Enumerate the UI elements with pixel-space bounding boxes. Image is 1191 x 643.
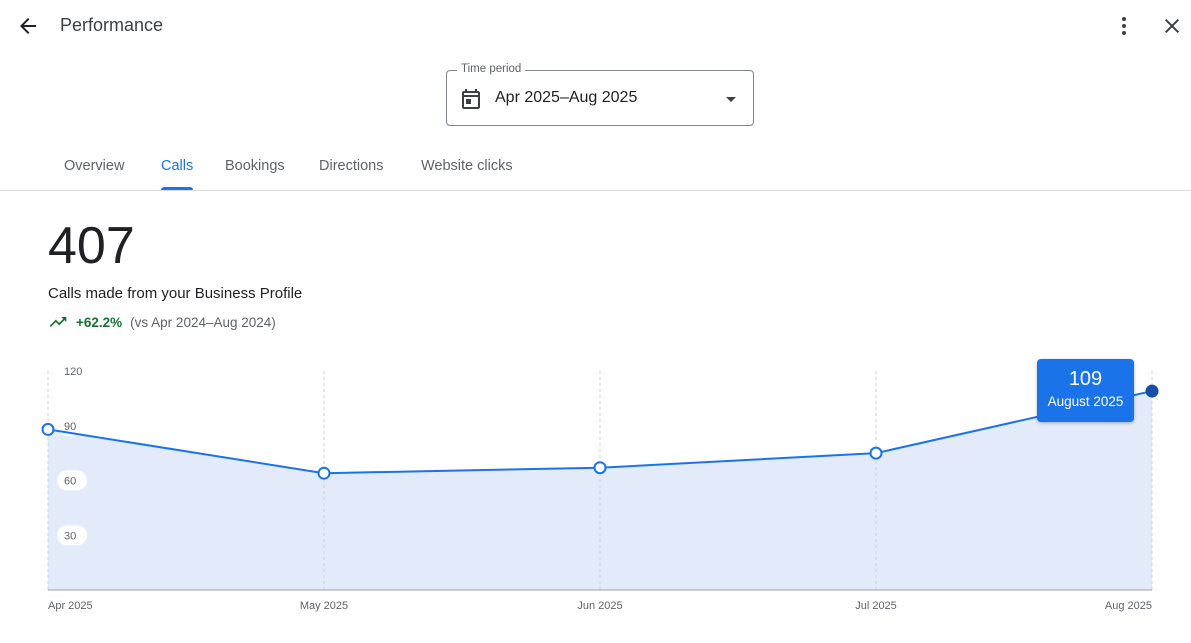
y-tick-background <box>57 470 87 491</box>
x-tick-label: Apr 2025 <box>48 600 93 612</box>
chart-point <box>869 446 883 460</box>
arrow-back-icon <box>20 18 36 34</box>
x-tick-label: Aug 2025 <box>1105 600 1152 612</box>
top-bar: Performance <box>0 0 1191 52</box>
time-period-label: Time period <box>457 63 526 75</box>
metric-description: Calls made from your Business Profile <box>48 285 303 302</box>
back-button[interactable] <box>10 8 46 44</box>
close-icon <box>1165 19 1179 33</box>
calendar-icon <box>462 89 480 109</box>
tooltip-value: 109 <box>1068 368 1103 390</box>
y-tick-label: 120 <box>64 366 82 378</box>
y-tick-background <box>57 525 87 546</box>
y-tick-background <box>57 415 87 436</box>
tab-website-clicks[interactable]: Website clicks <box>421 158 513 174</box>
calls-chart: 120 90 60 30 Apr 2025 May 2025 Jun 2025 Jul 202… <box>41 361 1159 612</box>
chart-point <box>41 422 55 436</box>
close-button[interactable] <box>1154 8 1190 44</box>
page-title: Performance <box>60 15 164 35</box>
tooltip-label: August 2025 <box>1047 394 1124 409</box>
x-tick-label: May 2025 <box>300 600 348 612</box>
tab-bar: Overview Calls Bookings Directions Websi… <box>0 145 1191 191</box>
active-tab-indicator <box>161 187 194 190</box>
chart-point <box>593 461 607 475</box>
time-period-select[interactable]: Time period Apr 2025–Aug 2025 <box>446 63 754 126</box>
more-vert-icon <box>1122 17 1126 35</box>
trending-up-icon <box>49 317 67 327</box>
trend-comparison: (vs Apr 2024–Aug 2024) <box>130 314 276 330</box>
metric-value: 407 <box>48 217 135 275</box>
x-tick-label: Jul 2025 <box>855 600 897 612</box>
trend-percentage: +62.2% <box>76 314 123 330</box>
chart-point <box>317 466 331 480</box>
y-tick-label: 90 <box>64 421 76 433</box>
trend-row: +62.2% (vs Apr 2024–Aug 2024) <box>48 312 276 332</box>
tab-overview[interactable]: Overview <box>64 158 125 174</box>
more-options-button[interactable] <box>1106 8 1142 44</box>
time-period-value: Apr 2025–Aug 2025 <box>495 89 638 106</box>
chart-point-selected <box>1145 384 1159 398</box>
x-tick-label: Jun 2025 <box>577 600 622 612</box>
y-tick-label: 60 <box>64 476 76 488</box>
y-tick-label: 30 <box>64 530 76 542</box>
dropdown-arrow-icon <box>726 97 736 102</box>
chart-tooltip: 109 August 2025 <box>1037 359 1134 422</box>
tab-bookings[interactable]: Bookings <box>225 158 285 174</box>
y-tick-background <box>57 361 87 381</box>
tab-directions[interactable]: Directions <box>319 158 384 174</box>
tab-calls[interactable]: Calls <box>161 145 194 190</box>
